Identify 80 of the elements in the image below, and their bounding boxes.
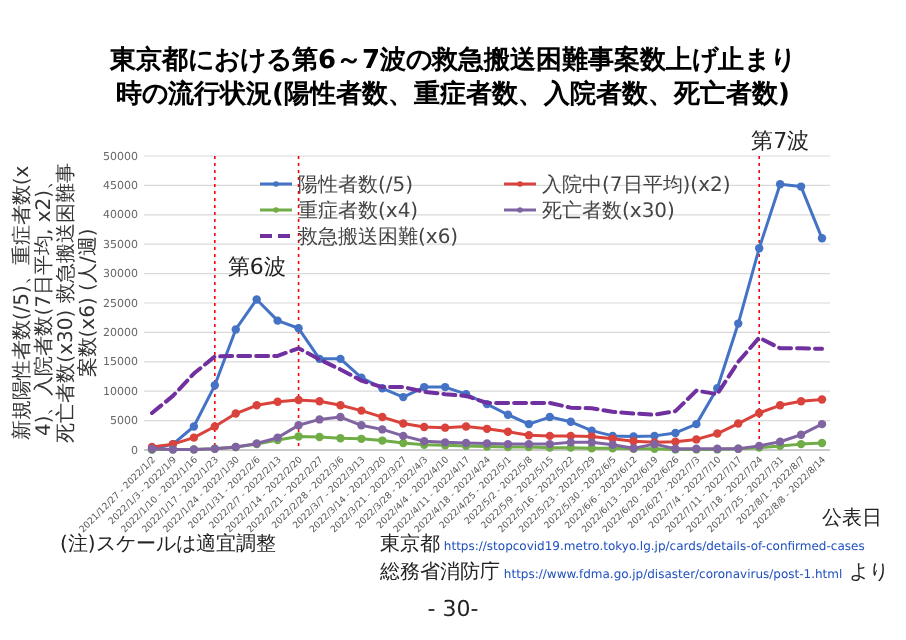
- point: [378, 412, 387, 422]
- point: [399, 419, 408, 428]
- point: [817, 438, 827, 448]
- point: [231, 409, 240, 418]
- point: [315, 432, 324, 442]
- point: [629, 436, 638, 446]
- point: [524, 431, 534, 440]
- point: [734, 419, 743, 428]
- chart-title: 東京都における第6～7波の救急搬送困難事案数上げ止まり時の流行状況(陽性者数、重症者数、入院者数、死亡者数): [107, 44, 797, 110]
- point: [524, 419, 534, 429]
- point: [734, 319, 743, 328]
- point: [315, 397, 324, 406]
- point: [189, 433, 199, 442]
- point: [775, 401, 785, 410]
- point: [252, 295, 261, 304]
- point: [503, 427, 513, 436]
- point: [336, 401, 345, 410]
- point: [273, 397, 282, 406]
- annotation: 第6波: [227, 253, 286, 280]
- point: [671, 437, 680, 446]
- point: [294, 395, 303, 405]
- point: [461, 422, 471, 431]
- point: [754, 408, 764, 418]
- point: [419, 422, 429, 432]
- legend-label: 入院中(7日平均)(x2): [542, 173, 731, 197]
- point: [692, 435, 701, 444]
- point: [273, 316, 282, 325]
- point: [399, 392, 408, 402]
- legend-label: 重症者数(x4): [298, 199, 419, 223]
- point: [399, 438, 408, 448]
- point: [796, 439, 806, 449]
- point: [713, 429, 722, 438]
- point: [796, 430, 806, 439]
- text: - 30-: [427, 596, 479, 622]
- point: [482, 424, 492, 434]
- legend-label: 死亡者数(x30): [542, 199, 676, 223]
- point: [378, 425, 387, 434]
- point: [252, 401, 261, 410]
- point: [336, 354, 345, 364]
- point: [336, 412, 345, 422]
- point: [357, 434, 366, 444]
- point: [671, 428, 680, 438]
- point: [566, 417, 575, 426]
- point: [545, 431, 555, 441]
- point: [775, 437, 785, 446]
- y-axis-title: 新規陽性者数(/5)、重症者数(x4)、入院者数(7日平均, x2)、死亡者数(x30) 救急搬送困難事案数(x6) (人/週): [10, 163, 100, 443]
- point: [440, 382, 450, 392]
- point: [817, 234, 827, 243]
- text: 第7波: [751, 128, 810, 154]
- legend-label: 陽性者数(/5): [298, 173, 414, 197]
- point: [294, 421, 303, 430]
- point: [210, 422, 220, 431]
- point: [440, 423, 450, 432]
- point: [294, 324, 303, 333]
- point: [796, 397, 806, 406]
- point: [817, 395, 827, 404]
- point: [419, 382, 429, 392]
- point: [357, 406, 366, 415]
- point: [692, 419, 701, 429]
- point: [587, 438, 596, 447]
- point: [399, 431, 408, 441]
- point: [378, 436, 387, 445]
- x-axis-title: 公表日: [822, 506, 882, 530]
- point: [545, 412, 555, 422]
- point: [231, 325, 240, 334]
- point: [315, 415, 324, 424]
- point: [754, 244, 764, 253]
- point: [294, 432, 303, 441]
- point: [775, 180, 785, 189]
- point: [503, 410, 513, 419]
- legend-label: 救急搬送困難(x6): [296, 225, 459, 249]
- point: [566, 438, 575, 447]
- point: [336, 434, 345, 443]
- point: [189, 422, 199, 431]
- point: [210, 381, 220, 390]
- line-series: [150, 335, 824, 417]
- point: [357, 421, 366, 430]
- point: [796, 182, 806, 191]
- point: [817, 419, 827, 429]
- text: (注)スケールは適宜調整: [60, 532, 276, 556]
